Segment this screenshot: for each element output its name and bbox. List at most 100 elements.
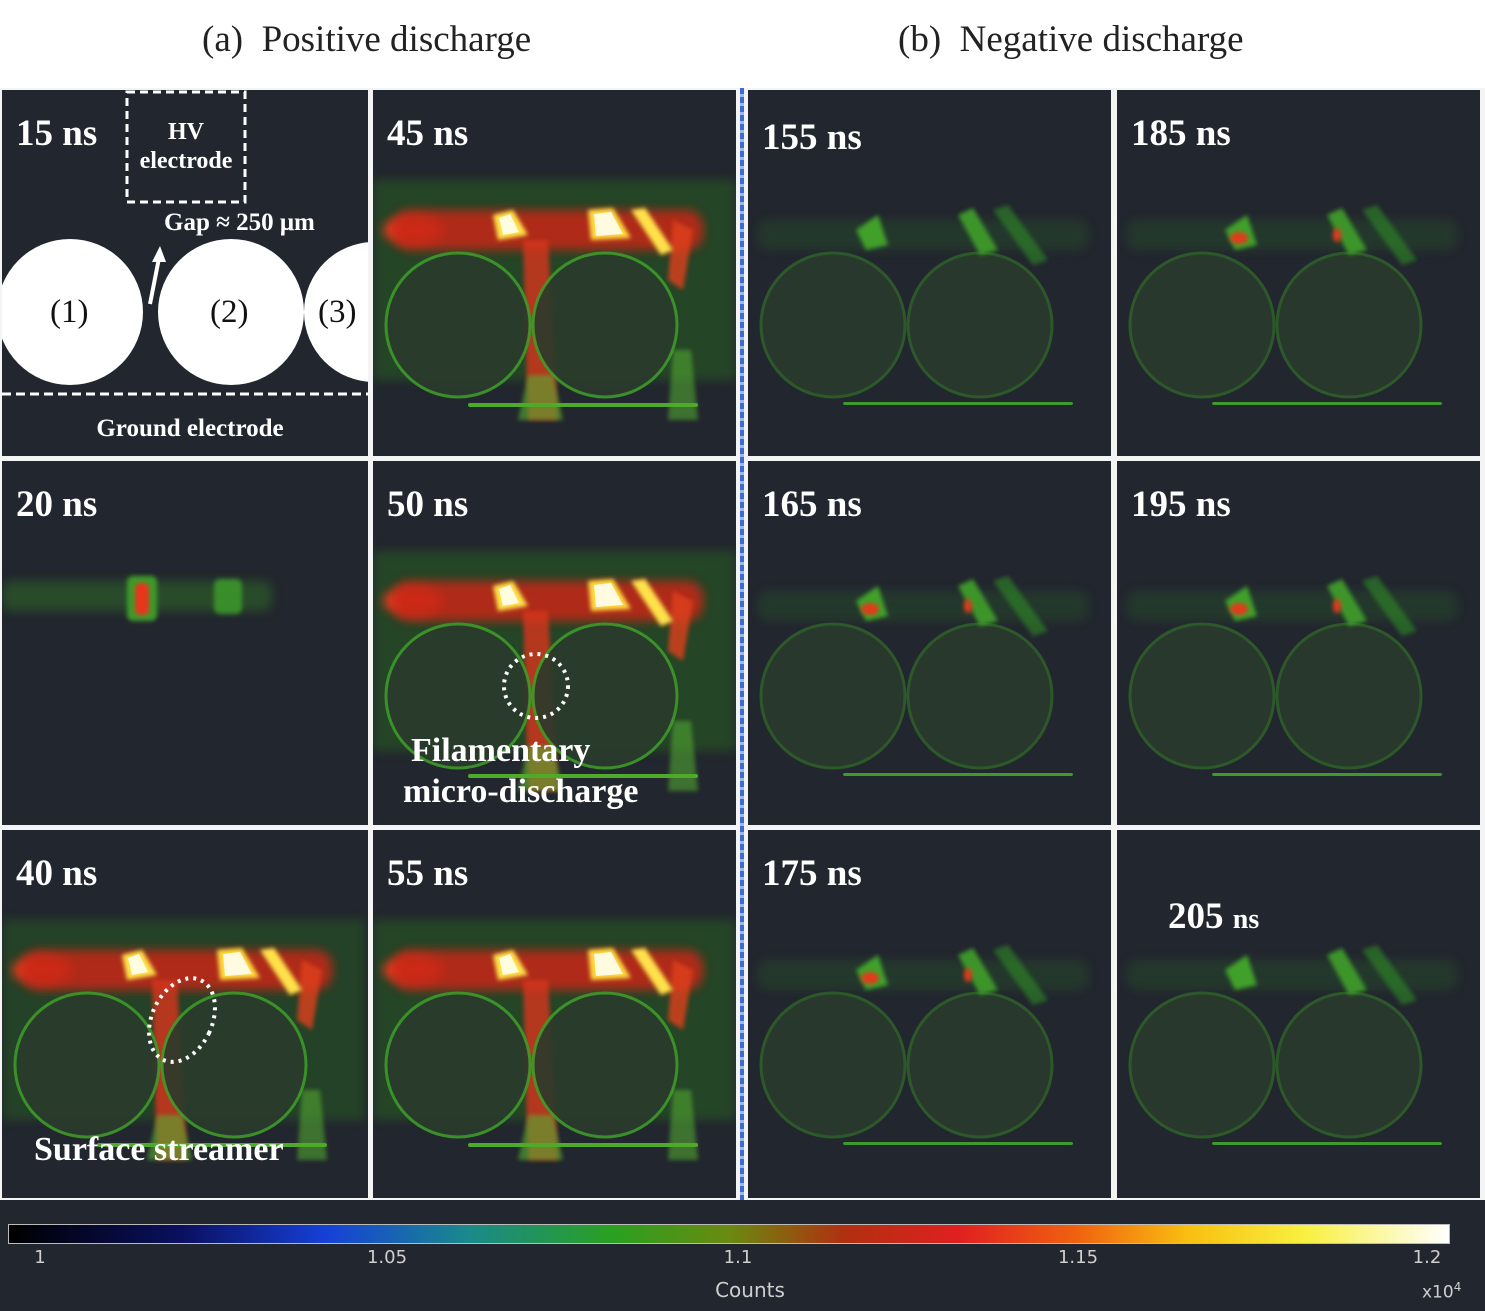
green-haze bbox=[758, 960, 1088, 990]
panel-50ns: 50 ns Filamentary micro-discharge bbox=[373, 461, 736, 825]
red-glow bbox=[668, 591, 693, 661]
green-base bbox=[518, 375, 563, 420]
bead-3 bbox=[304, 242, 368, 382]
panel-15ns: 15 ns HV electrode Gap ≈ 250 μm (1) (2) (… bbox=[2, 90, 368, 456]
red-glow bbox=[668, 220, 693, 290]
colorbar-tick: 1.1 bbox=[723, 1247, 753, 1268]
red-glow bbox=[297, 960, 322, 1030]
ground-glow-line bbox=[1212, 1142, 1442, 1145]
discharge-image bbox=[2, 920, 365, 1160]
panel-155ns: 155 ns bbox=[748, 90, 1111, 456]
bead-outline bbox=[384, 622, 532, 770]
ground-glow-line bbox=[1212, 773, 1442, 776]
ground-electrode-label: Ground electrode bbox=[96, 415, 284, 442]
discharge-image bbox=[373, 551, 736, 791]
time-label: 50 ns bbox=[387, 484, 469, 525]
bead-outline bbox=[531, 622, 679, 770]
red-spot bbox=[1230, 232, 1248, 244]
green-glow bbox=[993, 945, 1048, 1005]
bead-1-label: (1) bbox=[50, 294, 89, 330]
streamer-highlight-ellipse bbox=[147, 976, 217, 1064]
red-glow bbox=[668, 960, 693, 1030]
green-glow bbox=[1362, 576, 1417, 636]
negative-discharge-title: (b) Negative discharge bbox=[898, 19, 1244, 60]
bead-outline bbox=[160, 991, 308, 1139]
green-glow bbox=[214, 579, 242, 614]
green-haze bbox=[1127, 220, 1457, 250]
time-label: 185 ns bbox=[1131, 113, 1231, 154]
discharge-image bbox=[2, 576, 272, 621]
yellow-hotspot bbox=[631, 948, 673, 995]
red-spot bbox=[861, 972, 879, 984]
time-label: 55 ns bbox=[387, 853, 469, 894]
white-hotspot bbox=[594, 952, 623, 976]
colorbar-multiplier: x104 bbox=[1422, 1280, 1462, 1303]
green-glow bbox=[993, 205, 1048, 265]
discharge-image bbox=[758, 205, 1088, 405]
red-band bbox=[393, 950, 703, 990]
white-hotspot bbox=[499, 214, 519, 235]
surface-streamer-label: Surface streamer bbox=[34, 1131, 284, 1168]
panel-55ns: 55 ns bbox=[373, 830, 736, 1198]
hv-electrode-outline bbox=[125, 90, 247, 204]
white-hotspot bbox=[594, 212, 623, 236]
discharge-image bbox=[758, 945, 1088, 1145]
yellow-hotspot bbox=[631, 579, 673, 626]
ground-glow-line bbox=[843, 402, 1073, 405]
yellow-hotspot bbox=[631, 208, 673, 255]
green-glow bbox=[958, 579, 998, 626]
panel-20ns: 20 ns bbox=[2, 461, 368, 825]
bead-outline bbox=[906, 991, 1054, 1139]
green-base bbox=[518, 1115, 563, 1160]
time-label: 195 ns bbox=[1131, 484, 1231, 525]
ground-glow-line bbox=[97, 1143, 327, 1147]
time-label: 45 ns bbox=[387, 113, 469, 154]
panel-195ns: 195 ns bbox=[1117, 461, 1480, 825]
white-hotspot bbox=[128, 954, 148, 975]
time-label: 40 ns bbox=[16, 853, 98, 894]
bead-outline bbox=[1128, 622, 1276, 770]
red-spot bbox=[964, 599, 972, 613]
green-glow bbox=[1327, 948, 1367, 995]
discharge-image bbox=[1127, 205, 1457, 405]
red-spot bbox=[1333, 228, 1341, 242]
bead-outline bbox=[384, 991, 532, 1139]
white-hotspot bbox=[223, 952, 252, 976]
green-glow bbox=[1225, 955, 1257, 990]
red-spot bbox=[1333, 599, 1341, 613]
red-band bbox=[22, 950, 332, 990]
green-base bbox=[668, 721, 698, 791]
green-glow bbox=[1327, 579, 1367, 626]
white-hotspot bbox=[499, 954, 519, 975]
gap-arrow-head bbox=[152, 246, 166, 262]
time-label: 205 ns bbox=[1168, 896, 1260, 937]
green-glow bbox=[1362, 945, 1417, 1005]
time-label: 175 ns bbox=[762, 853, 862, 894]
bead-outline bbox=[1275, 622, 1423, 770]
colorbar-tick: 1.05 bbox=[366, 1247, 408, 1268]
bead-outline bbox=[13, 991, 161, 1139]
red-spot bbox=[1230, 603, 1248, 615]
green-glow bbox=[856, 215, 888, 250]
bead-outline bbox=[906, 622, 1054, 770]
panel-165ns: 165 ns bbox=[748, 461, 1111, 825]
green-base bbox=[668, 1090, 698, 1160]
time-label: 15 ns bbox=[16, 113, 98, 154]
white-hotspot bbox=[594, 583, 623, 607]
time-label: 20 ns bbox=[16, 484, 98, 525]
colorbar-area bbox=[0, 1200, 1485, 1311]
red-band bbox=[393, 581, 703, 621]
white-hotspot bbox=[499, 585, 519, 606]
bead-3-label: (3) bbox=[318, 294, 357, 330]
gap-arrow-shaft bbox=[148, 257, 161, 305]
ground-glow-line bbox=[843, 773, 1073, 776]
red-spot bbox=[861, 603, 879, 615]
discharge-image bbox=[1127, 576, 1457, 776]
ground-glow-line bbox=[468, 403, 698, 407]
green-glow bbox=[993, 576, 1048, 636]
bead-outline bbox=[759, 251, 907, 399]
section-divider bbox=[740, 88, 744, 1200]
discharge-image bbox=[373, 180, 736, 420]
bead-2-label: (2) bbox=[210, 294, 249, 330]
gap-label: Gap ≈ 250 μm bbox=[164, 209, 315, 236]
